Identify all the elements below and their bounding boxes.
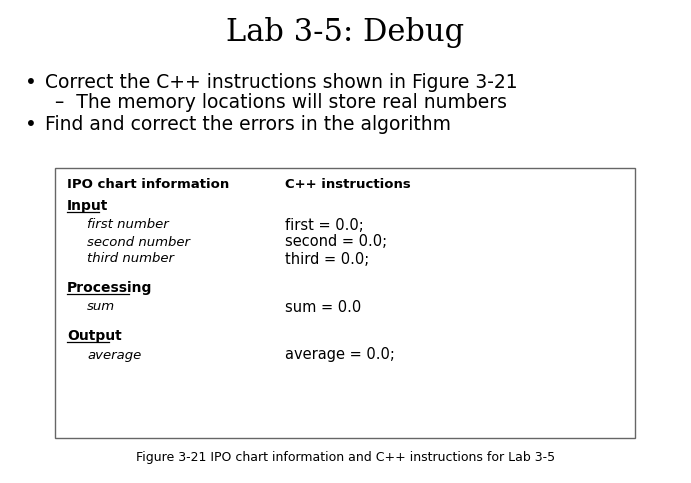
Text: third number: third number (87, 253, 174, 266)
Text: Processing: Processing (67, 281, 153, 295)
Text: sum = 0.0: sum = 0.0 (285, 299, 361, 314)
Text: second number: second number (87, 236, 190, 248)
Text: Lab 3-5: Debug: Lab 3-5: Debug (227, 17, 464, 48)
Text: average: average (87, 349, 141, 361)
Text: Input: Input (67, 199, 108, 213)
Bar (55, 168, 635, 438)
Text: third = 0.0;: third = 0.0; (285, 252, 369, 267)
Text: Find and correct the errors in the algorithm: Find and correct the errors in the algor… (45, 114, 451, 133)
Text: Output: Output (67, 329, 122, 343)
Text: IPO chart information: IPO chart information (67, 179, 229, 191)
Text: C++ instructions: C++ instructions (285, 179, 410, 191)
Text: first number: first number (87, 218, 169, 231)
Text: average = 0.0;: average = 0.0; (285, 347, 395, 363)
Text: second = 0.0;: second = 0.0; (285, 235, 387, 250)
Text: •: • (25, 72, 37, 91)
Text: Correct the C++ instructions shown in Figure 3-21: Correct the C++ instructions shown in Fi… (45, 72, 518, 91)
Text: –  The memory locations will store real numbers: – The memory locations will store real n… (55, 94, 507, 113)
Text: •: • (25, 114, 37, 133)
Text: Figure 3-21 IPO chart information and C++ instructions for Lab 3-5: Figure 3-21 IPO chart information and C+… (136, 452, 555, 465)
Text: sum: sum (87, 300, 115, 313)
Text: first = 0.0;: first = 0.0; (285, 217, 363, 232)
